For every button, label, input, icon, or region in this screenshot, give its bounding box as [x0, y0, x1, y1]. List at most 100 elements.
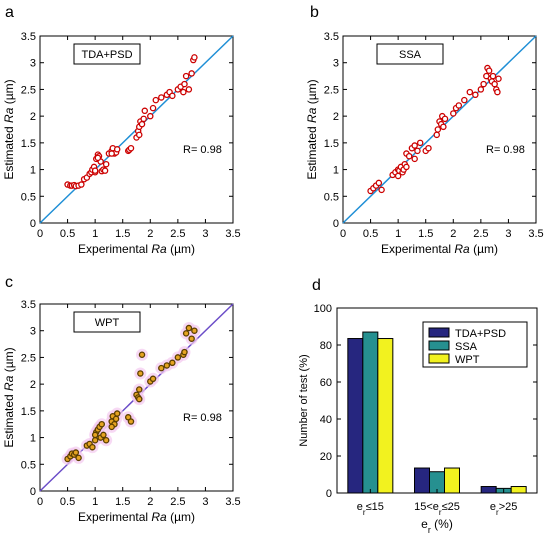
- panel-b-x-tick-label: 1: [395, 228, 401, 240]
- panel-c-data-point: [102, 436, 110, 444]
- panel-d-legend-swatch: [428, 353, 450, 364]
- panel-c-data-point: [127, 418, 135, 425]
- panel-a-data-point: [91, 167, 99, 174]
- panel-c-data-point: [136, 395, 143, 403]
- panel-b-x-tick-label: 0.5: [363, 228, 378, 240]
- panel-c-data-point: [136, 386, 143, 393]
- panel-c-x-tick-label: 3: [202, 496, 208, 508]
- panel-a-data-point: [182, 72, 190, 80]
- panel-c-data-point: [185, 324, 193, 332]
- panel-a-data-point: [185, 86, 193, 93]
- panel-c-data-point: [182, 330, 190, 337]
- panel-d-y-tick-label: 40: [320, 414, 332, 426]
- panel-a-r-annotation: R= 0.98: [183, 144, 222, 156]
- panel-d-legend-label: SSA: [455, 341, 478, 353]
- panel-b-x-tick-label: 1.5: [418, 228, 433, 240]
- panel-a-x-tick-label: 0: [37, 228, 43, 240]
- panel-c-method-label: WPT: [95, 317, 120, 329]
- panel-a-data-point: [127, 144, 135, 152]
- panel-a-data-point: [113, 146, 121, 153]
- panel-a-x-axis-label: Experimental Ra (µm): [78, 242, 195, 256]
- panel-a-y-tick-label: 3.5: [21, 31, 36, 43]
- panel-b-y-tick-label: 3: [333, 58, 339, 70]
- panel-a-data-point: [138, 120, 146, 128]
- panel-b-data-point: [491, 80, 498, 88]
- panel-c-x-tick-label: 1: [92, 496, 98, 508]
- panel-b-data-point: [461, 96, 468, 104]
- panel-c-x-axis-label: Experimental Ra (µm): [78, 510, 195, 524]
- panel-letter-a: a: [5, 4, 14, 21]
- panel-b-data-point: [441, 115, 449, 123]
- panel-a-data-point: [94, 154, 102, 162]
- panel-d-y-axis-label: Number of test (%): [298, 354, 310, 446]
- panel-d-y-tick-label: 60: [320, 377, 332, 389]
- panel-b-data-point: [434, 126, 442, 133]
- panel-b-y-tick-label: 0: [333, 218, 339, 230]
- panel-b-scatter: 0 0.5 1 1.5 2 2.5 3 3.5 0 0.5 1 1.5 2 2.5 3 3.5 SSA R= 0.…: [305, 31, 544, 256]
- panel-b-data-point: [411, 155, 418, 163]
- panel-b-y-tick-label: 2: [333, 111, 339, 123]
- panel-a-y-tick-label: 2: [30, 111, 36, 123]
- panel-c-data-point: [89, 443, 96, 451]
- panel-b-data-point: [405, 152, 413, 160]
- panel-letter-b: b: [310, 4, 319, 21]
- panel-d-x-axis-label: er (%): [421, 517, 453, 535]
- panel-a-y-tick-label: 0: [30, 218, 36, 230]
- panel-a-x-tick-label: 2.5: [170, 228, 185, 240]
- panel-b-x-tick-label: 2: [450, 228, 456, 240]
- panel-c-data-point: [169, 359, 176, 367]
- panel-d-bar-tda-psd-1: [414, 467, 430, 494]
- panel-a-x-tick-label: 3: [202, 228, 208, 240]
- panel-a-y-tick-label: 0.5: [21, 191, 36, 203]
- panel-d-bar-tda-psd-2: [480, 486, 497, 494]
- panel-b-x-tick-label: 0: [340, 228, 346, 240]
- panel-a-y-tick-label: 1.5: [21, 138, 36, 150]
- panel-b-method-label: SSA: [399, 49, 422, 61]
- panel-c-data-point: [91, 436, 99, 444]
- panel-a-data-point: [169, 92, 176, 100]
- panel-c-data-point: [138, 351, 146, 359]
- panel-a-scatter: 0 0.5 1 1.5 2 2.5 3 3.5 0 0.5 1 1.5 2 2.5 3 3.5 TDA+PSD R…: [2, 31, 241, 256]
- panel-b-data-point: [485, 67, 493, 74]
- panel-c-x-tick-label: 2: [147, 496, 153, 508]
- panel-d-x-tick-label: er≤15: [357, 501, 384, 517]
- panel-d-legend-label: TDA+PSD: [455, 328, 506, 340]
- panel-a-y-tick-label: 3: [30, 58, 36, 70]
- panel-c-data-point: [188, 335, 195, 342]
- panel-c-data-point: [100, 431, 107, 439]
- panel-c-data-point: [191, 327, 198, 334]
- panel-c-x-tick-label: 2.5: [170, 496, 185, 508]
- panel-a-y-tick-label: 1: [30, 165, 36, 177]
- panel-c-y-tick-label: 0: [30, 486, 36, 498]
- panel-c-y-tick-label: 0.5: [21, 459, 36, 471]
- panel-d-y-tick-label: 20: [320, 451, 332, 463]
- panel-b-data-point: [375, 179, 383, 187]
- panel-a-data-point: [78, 181, 85, 188]
- panel-c-y-axis-label: Estimated Ra (µm): [2, 347, 16, 447]
- panel-b-y-tick-label: 0.5: [324, 191, 339, 203]
- panel-b-data-point: [440, 123, 447, 131]
- panel-b-data-point: [416, 139, 424, 147]
- panel-d-legend-label: WPT: [455, 354, 480, 366]
- panel-b-y-tick-label: 3.5: [324, 31, 339, 43]
- panel-a-x-tick-label: 1.5: [115, 228, 130, 240]
- panel-b-data-point: [411, 142, 418, 149]
- panel-a-data-point: [188, 70, 195, 77]
- panel-b-data-point: [433, 131, 440, 139]
- panel-letter-d: d: [312, 277, 321, 294]
- panel-a-data-point: [108, 150, 115, 157]
- panel-b-method-box: [376, 43, 444, 65]
- panel-letter-c: c: [5, 274, 13, 291]
- panel-d-legend-swatch: [428, 340, 450, 351]
- panel-c-data-point: [163, 362, 171, 369]
- panel-d-y-tick-label: 80: [320, 340, 332, 352]
- panel-c-x-tick-label: 1.5: [115, 496, 130, 508]
- panel-d-x-tick-label: 15<er≤25: [414, 501, 460, 517]
- panel-a-x-tick-label: 1: [92, 228, 98, 240]
- panel-c-data-point: [113, 410, 121, 417]
- panel-c-data-point: [158, 364, 165, 372]
- panel-b-data-point: [489, 72, 497, 80]
- panel-a-data-point: [101, 167, 109, 174]
- panel-d-bar-tda-psd-0: [347, 338, 364, 494]
